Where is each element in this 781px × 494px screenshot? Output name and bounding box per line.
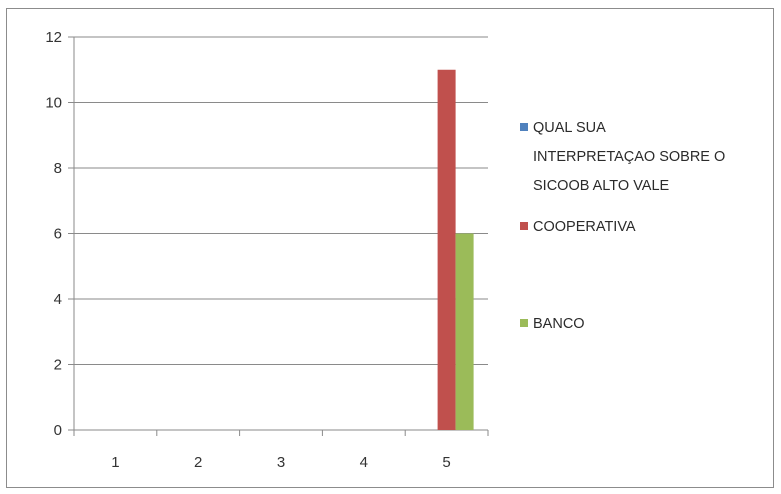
- y-tick-label: 0: [54, 422, 62, 439]
- chart-frame: [6, 8, 774, 488]
- legend-label-0: QUAL SUA: [533, 120, 606, 136]
- bars: [437, 69, 474, 430]
- y-tick-label: 2: [54, 357, 62, 374]
- legend-swatch-2: [520, 319, 528, 327]
- y-tick-label: 8: [54, 160, 62, 177]
- y-tick-label: 6: [54, 226, 62, 243]
- legend: QUAL SUA INTERPRETAÇAO SOBRE O SICOOB ALTO…: [520, 120, 725, 332]
- x-tick-label: 5: [442, 454, 450, 471]
- bar-cooperativa-5: [437, 69, 456, 430]
- y-tick-label: 4: [54, 291, 62, 308]
- x-tick-label: 1: [111, 454, 119, 471]
- y-tick-label: 12: [45, 29, 62, 46]
- bar-banco-5: [455, 233, 474, 430]
- legend-label-0: INTERPRETAÇAO SOBRE O: [533, 149, 725, 165]
- x-tick-label: 2: [194, 454, 202, 471]
- gridlines: [74, 36, 488, 365]
- legend-label-0: SICOOB ALTO VALE: [533, 178, 670, 194]
- x-tick-label: 3: [277, 454, 285, 471]
- legend-swatch-0: [520, 123, 528, 131]
- legend-swatch-1: [520, 222, 528, 230]
- x-tick-label: 4: [360, 454, 368, 471]
- legend-label-1: COOPERATIVA: [533, 219, 636, 235]
- y-tick-label: 10: [45, 95, 62, 112]
- legend-label-2: BANCO: [533, 316, 585, 332]
